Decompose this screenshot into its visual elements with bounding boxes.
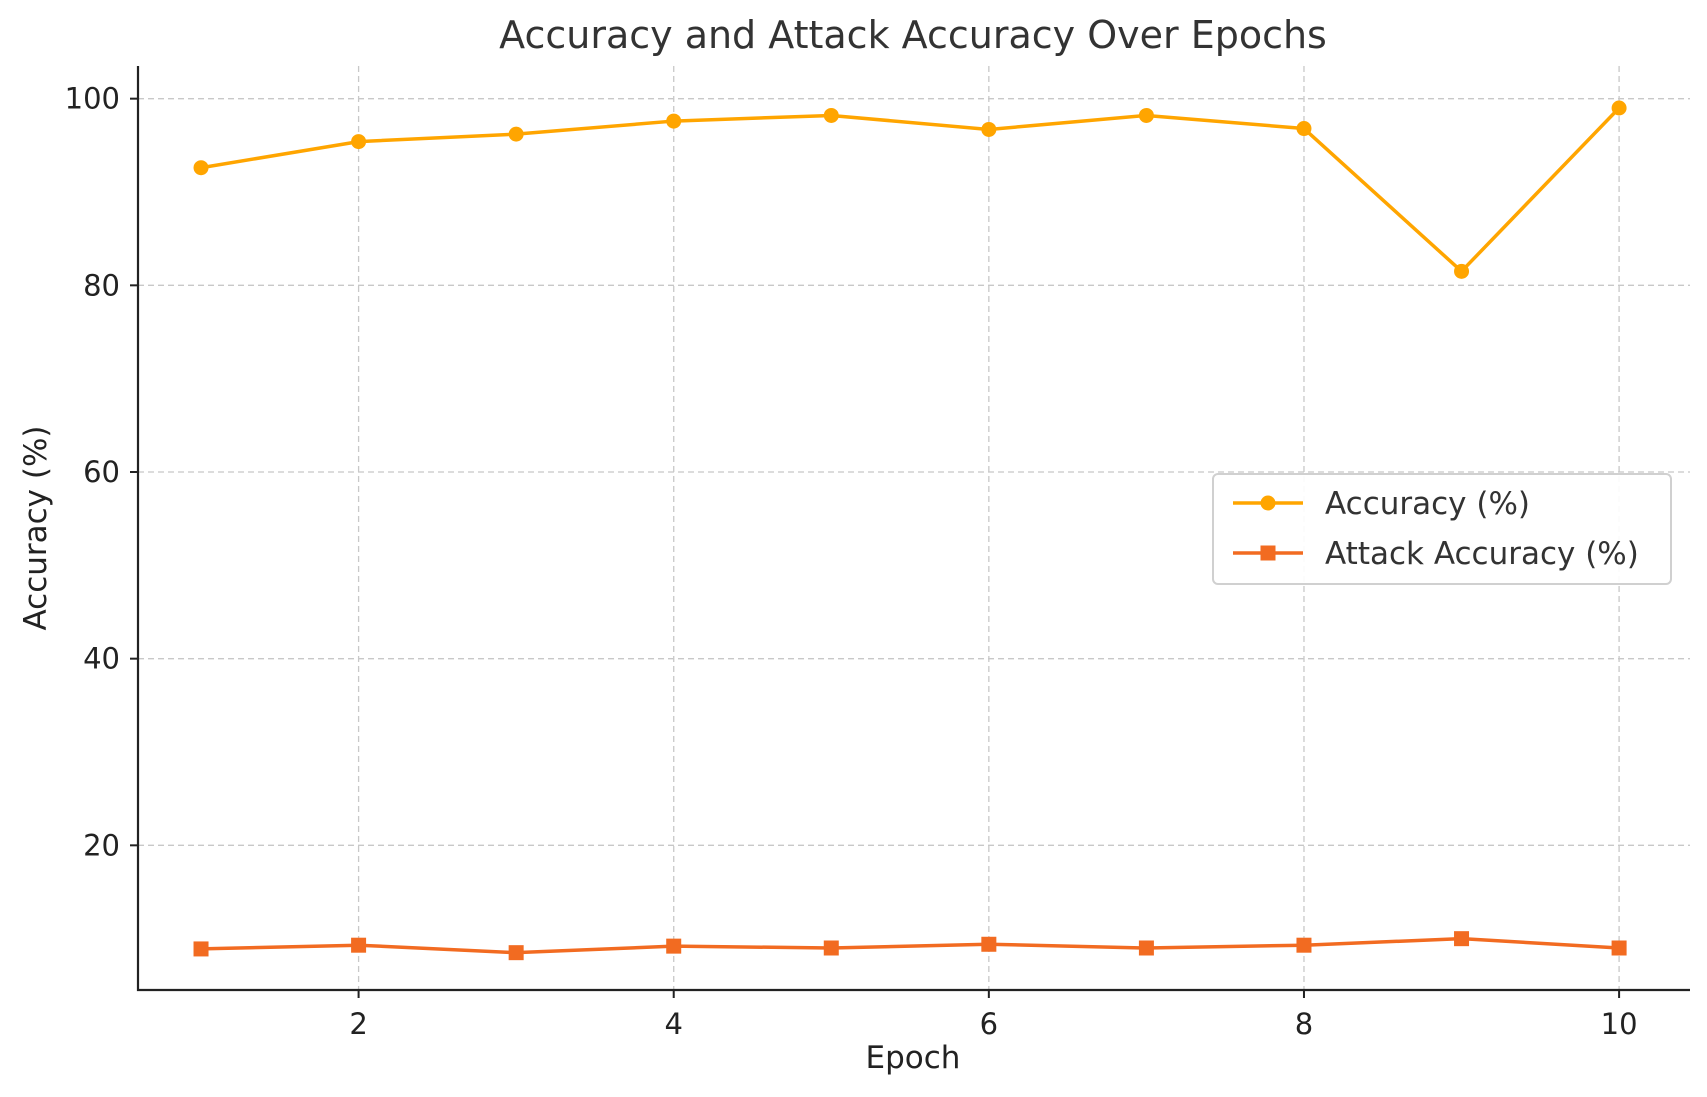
legend-marker xyxy=(1260,545,1276,561)
legend-label: Attack Accuracy (%) xyxy=(1325,536,1639,572)
y-tick-label: 20 xyxy=(83,828,120,862)
data-point xyxy=(1454,263,1470,279)
data-point xyxy=(1296,937,1312,953)
data-point xyxy=(351,134,367,150)
data-point xyxy=(1454,931,1470,947)
series-line xyxy=(200,936,1620,955)
axis-spines xyxy=(136,66,1690,992)
x-tick-label: 2 xyxy=(349,1007,367,1041)
axes xyxy=(136,66,1690,992)
x-tick-label: 4 xyxy=(664,1007,682,1041)
x-tick-label: 10 xyxy=(1601,1007,1638,1041)
chart-title: Accuracy and Attack Accuracy Over Epochs xyxy=(499,13,1327,57)
data-point xyxy=(193,160,209,176)
legend-box xyxy=(1212,473,1672,585)
data-point xyxy=(193,941,209,957)
x-tick-label: 6 xyxy=(980,1007,998,1041)
data-point xyxy=(1611,100,1627,116)
y-tick-label: 100 xyxy=(65,82,120,116)
x-tick-label: 8 xyxy=(1295,1007,1313,1041)
data-point xyxy=(1138,107,1154,123)
legend-item: Attack Accuracy (%) xyxy=(1233,536,1639,572)
series-attack-accuracy xyxy=(193,931,1627,961)
data-point xyxy=(981,936,997,952)
x-axis-label: Epoch xyxy=(866,1040,961,1076)
data-point xyxy=(666,113,682,129)
legend-marker xyxy=(1260,495,1276,511)
data-point xyxy=(1296,121,1312,137)
y-tick-label: 40 xyxy=(83,642,120,676)
series-line xyxy=(200,106,1621,274)
data-point xyxy=(823,940,839,956)
legend-label: Accuracy (%) xyxy=(1325,486,1530,522)
data-point xyxy=(351,937,367,953)
legend: Accuracy (%) Attack Accuracy (%) xyxy=(1212,473,1672,585)
data-point xyxy=(666,938,682,954)
data-point xyxy=(1611,940,1627,956)
series-layer xyxy=(193,100,1627,961)
data-point xyxy=(1138,940,1154,956)
series-accuracy xyxy=(193,100,1627,279)
y-tick-label: 60 xyxy=(83,455,120,489)
data-point xyxy=(823,107,839,123)
y-tick-label: 80 xyxy=(83,268,120,302)
data-point xyxy=(508,945,524,961)
legend-item: Accuracy (%) xyxy=(1233,486,1530,522)
data-point xyxy=(508,126,524,142)
tick-labels: 2 4 6 8 10 20 40 60 80 100 xyxy=(65,82,1638,1041)
data-point xyxy=(981,121,997,137)
y-axis-label: Accuracy (%) xyxy=(18,425,54,630)
